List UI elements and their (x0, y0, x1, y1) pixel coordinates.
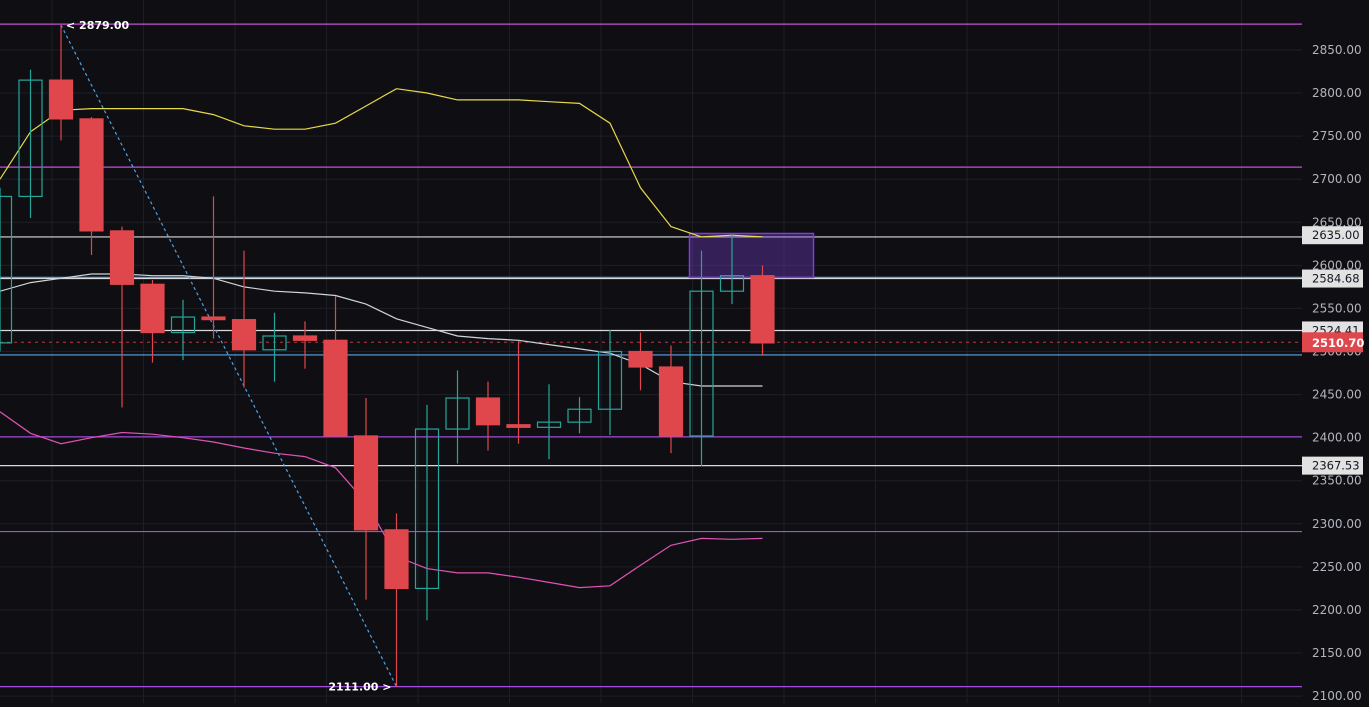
candle-body (445, 397, 470, 430)
annotations: < 2879.00 2111.00 > (66, 19, 392, 694)
candle-body (18, 79, 43, 198)
axis-tick-label: 2250.00 (1312, 560, 1362, 574)
candle-down (231, 250, 257, 388)
trendline (60, 24, 398, 687)
price-tag-box (1302, 456, 1363, 475)
candle-down (48, 24, 74, 141)
axis-tick-label: 2600.00 (1312, 258, 1362, 272)
candle-body (414, 428, 440, 590)
lower-band-line (0, 411, 763, 589)
candle-body (0, 195, 13, 344)
candle-body (48, 79, 74, 120)
current-price-label: 2510.70 (1312, 336, 1364, 350)
axis-tick-label: 2400.00 (1312, 431, 1362, 445)
axis-tick-label: 2150.00 (1312, 646, 1362, 660)
candle-body (597, 350, 623, 410)
candle-down (109, 226, 135, 408)
price-tag-box (1302, 269, 1363, 288)
candles (0, 24, 775, 687)
candle-up (170, 299, 196, 361)
axis-tick-label: 2450.00 (1312, 388, 1362, 402)
candle-down (201, 196, 226, 339)
candle-up (719, 235, 745, 305)
price-tag-label: 2584.68 (1312, 272, 1360, 286)
candle-down (475, 381, 501, 451)
axis-tick-label: 2200.00 (1312, 603, 1362, 617)
axis-tick-label: 2300.00 (1312, 517, 1362, 531)
candle-body (567, 408, 592, 423)
candle-body (292, 335, 318, 341)
candle-body (109, 230, 135, 285)
trendline-group (60, 24, 398, 687)
candle-up (0, 187, 13, 352)
axis-tick-label: 2350.00 (1312, 474, 1362, 488)
candle-down (506, 341, 531, 444)
candle-down (292, 321, 318, 369)
candle-up (414, 404, 440, 621)
candle-body (506, 424, 531, 428)
candle-body (323, 339, 348, 437)
candle-up (689, 250, 714, 467)
candle-body (750, 275, 775, 344)
axis-tick-label: 2750.00 (1312, 129, 1362, 143)
candle-up (18, 69, 43, 218)
candle-body (384, 529, 409, 590)
candle-body (201, 316, 226, 321)
candle-body (536, 421, 562, 428)
price-tag-label: 2367.53 (1312, 459, 1360, 473)
bollinger-bands (0, 88, 763, 589)
candle-body (658, 366, 684, 437)
axis-tick-label: 2800.00 (1312, 86, 1362, 100)
candle-down (353, 398, 379, 600)
supply-zone (688, 232, 815, 279)
candle-body (475, 397, 501, 426)
current-price-tag (1302, 332, 1363, 353)
candle-body (170, 316, 196, 334)
candle-body (231, 319, 257, 351)
candle-body (79, 118, 104, 232)
candle-body (353, 435, 379, 531)
candle-down (384, 513, 409, 687)
candle-up (445, 370, 470, 464)
price-tag-box (1302, 226, 1363, 245)
candle-down (750, 265, 775, 356)
axis-tick-label: 2700.00 (1312, 172, 1362, 186)
candle-up (536, 384, 562, 460)
axis-tick-label: 2850.00 (1312, 43, 1362, 57)
annotation-high: < 2879.00 (66, 19, 129, 32)
annotation-low: 2111.00 > (328, 681, 391, 694)
candle-up (567, 397, 592, 434)
axis-tick-label: 2650.00 (1312, 215, 1362, 229)
price-tag-label: 2635.00 (1312, 228, 1360, 242)
upper-band-line (0, 88, 763, 238)
candle-body (628, 350, 653, 368)
candle-body (140, 283, 165, 334)
candle-down (140, 279, 165, 363)
candle-up (262, 312, 287, 382)
candle-down (658, 345, 684, 454)
axis-tick-label: 2100.00 (1312, 689, 1362, 703)
candle-body (262, 335, 287, 351)
supply-zone-box (688, 232, 815, 279)
candle-down (79, 117, 104, 256)
axis-tick-label: 2550.00 (1312, 301, 1362, 315)
candle-up (597, 329, 623, 436)
candle-down (323, 296, 348, 437)
candle-down (628, 332, 653, 391)
candle-body (689, 290, 714, 437)
candle-body (719, 275, 745, 292)
